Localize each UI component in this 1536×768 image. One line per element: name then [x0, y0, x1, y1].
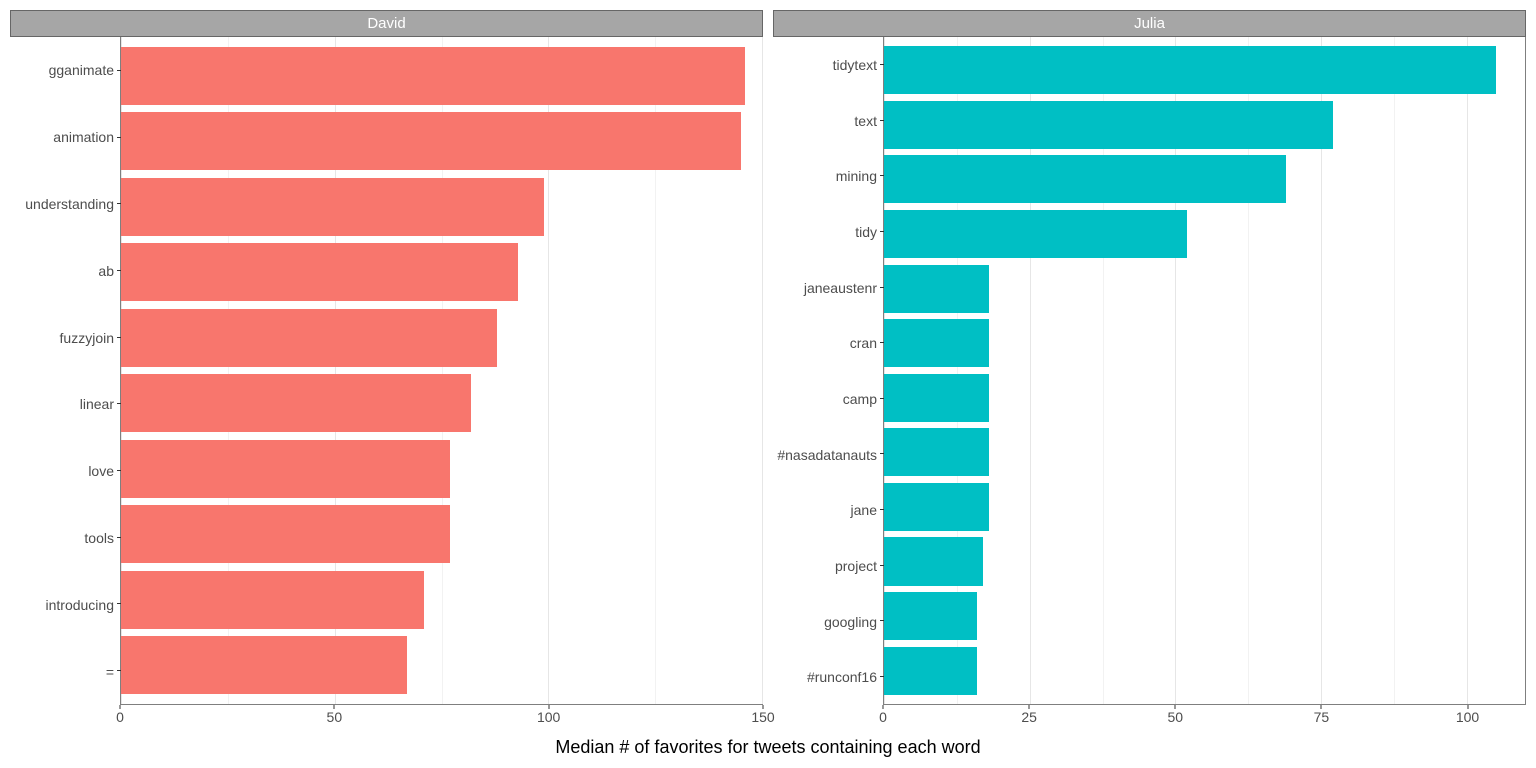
bar	[121, 440, 450, 498]
y-tick-label: janeaustenr	[773, 260, 877, 316]
bar-slot	[884, 207, 1525, 262]
bar-slot	[121, 436, 762, 502]
bar	[884, 46, 1496, 94]
bar-slot	[884, 152, 1525, 207]
x-axis: 0255075100	[883, 705, 1526, 735]
y-tick-label: tidy	[773, 204, 877, 260]
x-tick-label: 150	[751, 709, 774, 725]
bar	[884, 210, 1187, 258]
faceted-bar-chart: Davidgganimateanimationunderstandingabfu…	[10, 10, 1526, 758]
y-tick-label: =	[10, 638, 114, 705]
y-axis: tidytexttextminingtidyjaneaustenrcrancam…	[773, 37, 883, 705]
bars	[884, 37, 1525, 704]
bar-slot	[121, 109, 762, 175]
facet-panel-julia: Juliatidytexttextminingtidyjaneaustenrcr…	[773, 10, 1526, 735]
y-tick-label: project	[773, 538, 877, 594]
plot-area	[883, 37, 1526, 705]
facet-title: David	[10, 10, 763, 37]
bar-slot	[884, 43, 1525, 98]
bar	[121, 178, 544, 236]
y-tick-label: mining	[773, 148, 877, 204]
bar	[121, 309, 497, 367]
y-tick-label: linear	[10, 371, 114, 438]
bar-slot	[884, 643, 1525, 698]
bar-slot	[121, 633, 762, 699]
x-tick-wrap: 050100150	[120, 705, 763, 735]
bar	[121, 374, 471, 432]
y-tick-label: #runconf16	[773, 649, 877, 705]
y-tick-label: #nasadatanauts	[773, 427, 877, 483]
bar	[121, 47, 745, 105]
bar-slot	[121, 567, 762, 633]
x-tick-wrap: 0255075100	[883, 705, 1526, 735]
bar-slot	[121, 371, 762, 437]
bar-slot	[884, 316, 1525, 371]
bar-slot	[884, 370, 1525, 425]
x-tick-label: 75	[1314, 709, 1330, 725]
y-tick-label: understanding	[10, 171, 114, 238]
plot-row: tidytexttextminingtidyjaneaustenrcrancam…	[773, 37, 1526, 705]
y-tick-label: ab	[10, 237, 114, 304]
x-tick-label: 100	[1456, 709, 1479, 725]
x-tick-label: 25	[1021, 709, 1037, 725]
bar-slot	[884, 425, 1525, 480]
bar	[884, 428, 989, 476]
x-axis: 050100150	[120, 705, 763, 735]
plot-area	[120, 37, 763, 705]
bar-slot	[121, 240, 762, 306]
bar-slot	[884, 589, 1525, 644]
bar-slot	[121, 43, 762, 109]
bar	[884, 537, 983, 585]
panels-row: Davidgganimateanimationunderstandingabfu…	[10, 10, 1526, 735]
bars	[121, 37, 762, 704]
bar-slot	[884, 534, 1525, 589]
bar	[121, 571, 424, 629]
bar	[884, 155, 1286, 203]
y-tick-label: camp	[773, 371, 877, 427]
bar-slot	[884, 98, 1525, 153]
y-tick-label: text	[773, 93, 877, 149]
bar	[121, 243, 518, 301]
y-tick-label: googling	[773, 594, 877, 650]
bar	[121, 505, 450, 563]
bar	[884, 374, 989, 422]
bar	[121, 636, 407, 694]
bar	[121, 112, 741, 170]
plot-row: gganimateanimationunderstandingabfuzzyjo…	[10, 37, 763, 705]
gridline-major	[762, 37, 763, 704]
y-tick-label: gganimate	[10, 37, 114, 104]
y-tick-label: introducing	[10, 571, 114, 638]
y-tick-label: cran	[773, 315, 877, 371]
bar	[884, 101, 1333, 149]
bar	[884, 319, 989, 367]
x-tick-label: 50	[327, 709, 343, 725]
y-axis: gganimateanimationunderstandingabfuzzyjo…	[10, 37, 120, 705]
bar-slot	[884, 261, 1525, 316]
bar-slot	[121, 305, 762, 371]
bar	[884, 483, 989, 531]
y-tick-label: tidytext	[773, 37, 877, 93]
bar	[884, 265, 989, 313]
bar-slot	[884, 480, 1525, 535]
x-tick-label: 0	[879, 709, 887, 725]
bar	[884, 647, 977, 695]
x-tick-label: 0	[116, 709, 124, 725]
y-tick-label: fuzzyjoin	[10, 304, 114, 371]
facet-panel-david: Davidgganimateanimationunderstandingabfu…	[10, 10, 763, 735]
bar	[884, 592, 977, 640]
facet-title: Julia	[773, 10, 1526, 37]
y-tick-label: jane	[773, 482, 877, 538]
x-tick-label: 50	[1167, 709, 1183, 725]
y-tick-label: tools	[10, 505, 114, 572]
y-tick-label: animation	[10, 104, 114, 171]
x-axis-label: Median # of favorites for tweets contain…	[10, 735, 1526, 758]
bar-slot	[121, 502, 762, 568]
bar-slot	[121, 174, 762, 240]
y-tick-label: love	[10, 438, 114, 505]
x-tick-label: 100	[537, 709, 560, 725]
